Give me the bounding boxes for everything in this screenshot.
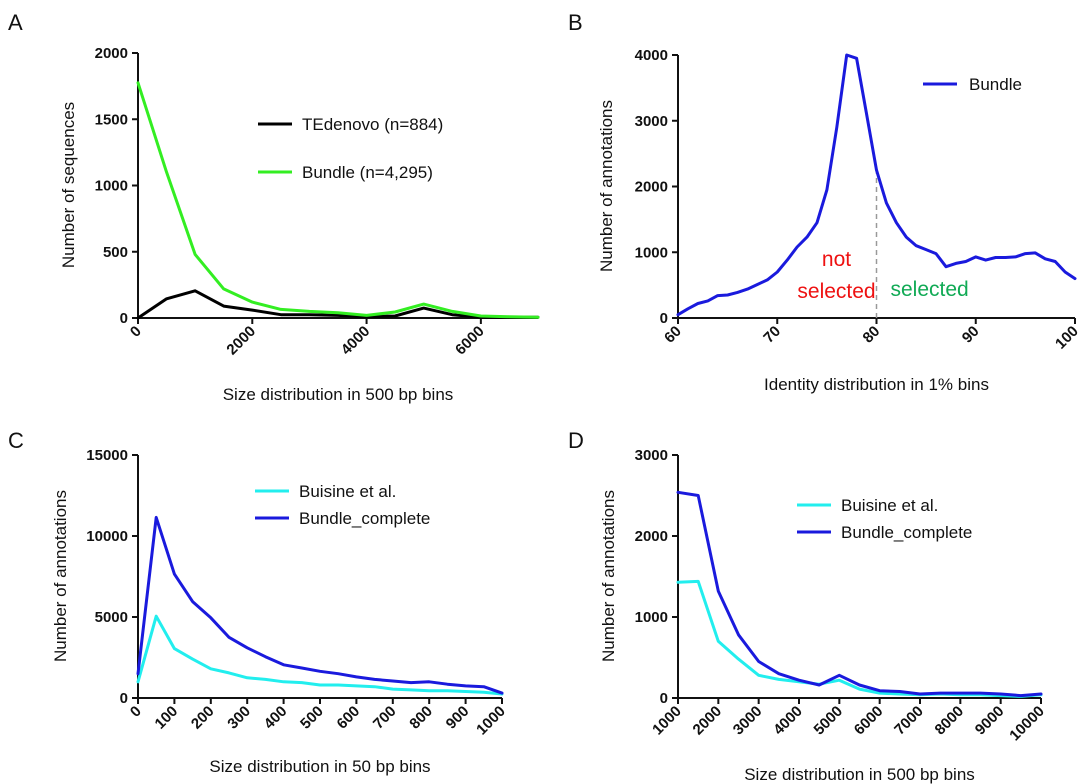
panel-letter-a: A <box>8 10 23 35</box>
x-tick-label: 6000 <box>851 703 887 739</box>
series-line-a-2 <box>136 81 540 319</box>
x-tick-label: 4000 <box>338 323 374 359</box>
y-axis-label: Number of annotations <box>597 100 616 272</box>
x-tick-label: 200 <box>188 703 218 733</box>
y-tick-label: 1500 <box>95 111 128 128</box>
panel-letter-d: D <box>568 428 584 453</box>
y-tick-label: 2000 <box>635 179 668 196</box>
y-tick-label: 1000 <box>95 178 128 195</box>
y-tick-label: 4000 <box>635 47 668 64</box>
x-tick-label: 900 <box>443 703 473 733</box>
y-tick-label: 2000 <box>635 528 668 545</box>
x-tick-label: 1000 <box>649 703 685 739</box>
panel-a: A 0 500 1000 1500 2000 0 2000 4000 6000 Size dist… <box>8 10 540 404</box>
x-tick-label: 8000 <box>932 703 968 739</box>
x-tick-label: 600 <box>334 703 364 733</box>
x-tick-label: 70 <box>760 323 784 347</box>
x-tick-label: 500 <box>297 703 327 733</box>
y-tick-label: 5000 <box>95 609 128 626</box>
legend-label: Bundle <box>969 75 1022 94</box>
x-tick-label: 400 <box>261 703 291 733</box>
x-axis-label: Identity distribution in 1% bins <box>764 375 989 394</box>
x-tick-label: 700 <box>370 703 400 733</box>
x-tick-label: 4000 <box>770 703 806 739</box>
annotation-label: selected <box>797 280 875 303</box>
x-axis-label: Size distribution in 50 bp bins <box>209 757 430 776</box>
y-tick-label: 0 <box>120 310 128 327</box>
legend-label: Buisine et al. <box>841 496 938 515</box>
series-line-d-2 <box>676 490 1043 698</box>
x-tick-label: 5000 <box>811 703 847 739</box>
x-tick-label: 80 <box>860 323 884 347</box>
panel-letter-b: B <box>568 10 583 35</box>
x-tick-label: 100 <box>152 703 182 733</box>
series-line-c-2 <box>136 515 504 695</box>
y-tick-label: 1000 <box>635 244 668 261</box>
y-tick-label: 15000 <box>86 447 128 464</box>
panel-c: C 0 5000 10000 15000 0 100 200 300 400 500 600 700 8… <box>8 428 509 776</box>
x-tick-label: 9000 <box>972 703 1008 739</box>
x-tick-label: 90 <box>959 323 983 347</box>
series-line-c-1 <box>136 614 504 696</box>
series-line-d-1 <box>676 579 1043 698</box>
x-tick-label: 2000 <box>690 703 726 739</box>
x-tick-label: 2000 <box>223 323 259 359</box>
panel-letter-c: C <box>8 428 24 453</box>
y-tick-label: 2000 <box>95 45 128 62</box>
annotation-label: selected <box>891 278 969 301</box>
y-axis-label: Number of annotations <box>599 490 618 662</box>
x-tick-label: 100 <box>1052 323 1079 353</box>
y-tick-label: 3000 <box>635 447 668 464</box>
series-line-a-1 <box>136 289 540 320</box>
y-tick-label: 500 <box>103 244 128 261</box>
y-tick-label: 3000 <box>635 113 668 130</box>
legend-label: TEdenovo (n=884) <box>302 115 443 134</box>
y-tick-label: 10000 <box>86 528 128 545</box>
x-tick-label: 0 <box>127 703 145 721</box>
x-tick-label: 800 <box>406 703 436 733</box>
x-tick-label: 7000 <box>891 703 927 739</box>
x-tick-label: 6000 <box>452 323 488 359</box>
x-tick-label: 300 <box>224 703 254 733</box>
axes-a <box>137 53 538 319</box>
y-axis-label: Number of sequences <box>59 102 78 268</box>
legend-label: Buisine et al. <box>299 482 396 501</box>
y-axis-label: Number of annotations <box>51 490 70 662</box>
x-axis-label: Size distribution in 500 bp bins <box>223 385 454 404</box>
axes-d <box>677 455 1041 699</box>
x-tick-label: 3000 <box>730 703 766 739</box>
y-tick-label: 0 <box>660 310 668 327</box>
y-tick-label: 0 <box>120 690 128 707</box>
x-tick-label: 10000 <box>1006 703 1048 745</box>
legend-label: Bundle_complete <box>841 523 972 542</box>
x-tick-label: 1000 <box>473 703 509 739</box>
y-tick-label: 1000 <box>635 609 668 626</box>
x-tick-label: 0 <box>127 323 145 341</box>
legend-label: Bundle (n=4,295) <box>302 163 433 182</box>
x-axis-label: Size distribution in 500 bp bins <box>744 765 975 784</box>
series-line-b-1 <box>676 53 1077 317</box>
annotation-label: not <box>822 248 851 271</box>
y-tick-label: 0 <box>660 690 668 707</box>
legend-label: Bundle_complete <box>299 509 430 528</box>
